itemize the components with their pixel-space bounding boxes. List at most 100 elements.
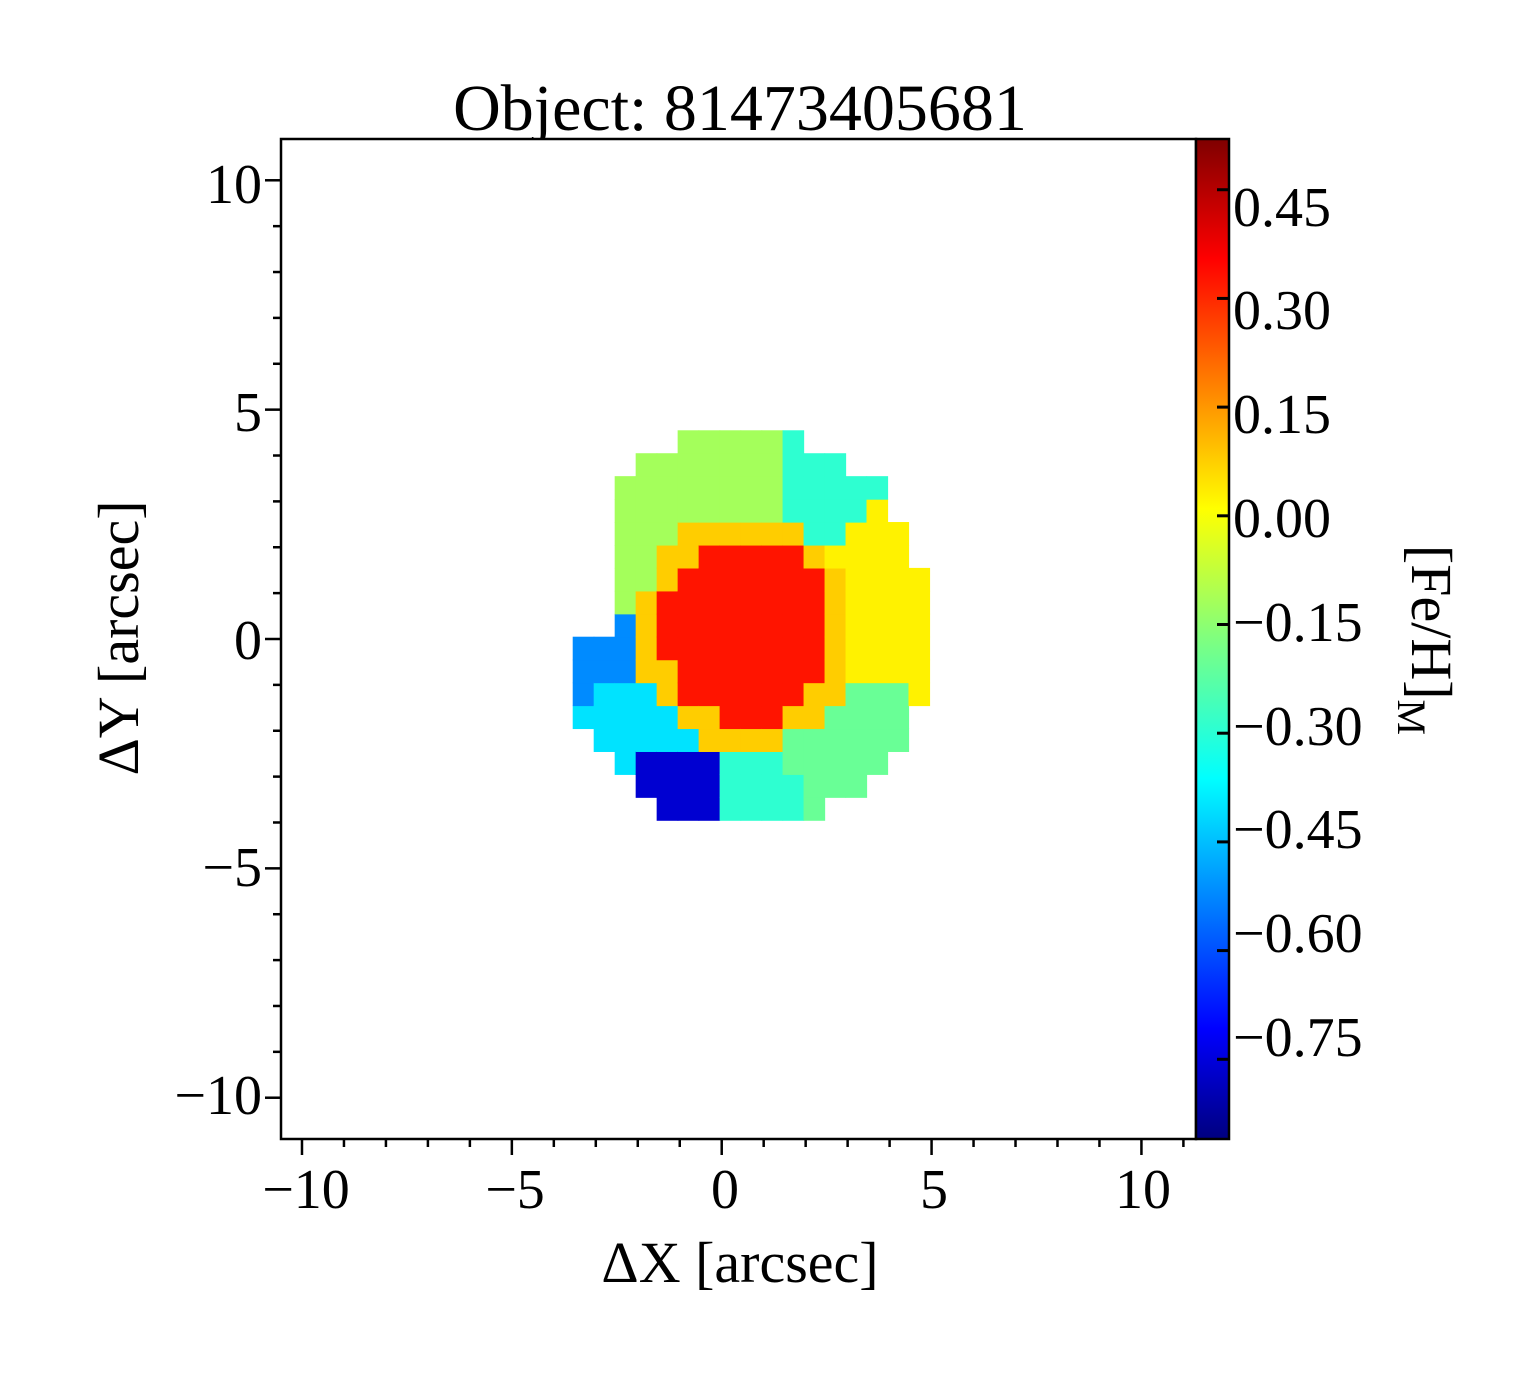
spaxel bbox=[761, 728, 784, 752]
spaxel bbox=[803, 751, 826, 775]
spaxel bbox=[761, 476, 784, 500]
spaxel bbox=[803, 728, 826, 752]
spaxel bbox=[908, 659, 931, 684]
spaxel bbox=[614, 705, 637, 730]
spaxel bbox=[656, 659, 679, 684]
spaxel bbox=[677, 476, 700, 500]
spaxel bbox=[656, 682, 679, 707]
spaxel bbox=[677, 613, 700, 638]
colorbar-ticks bbox=[1217, 188, 1229, 1061]
spaxel bbox=[845, 567, 868, 592]
spaxel bbox=[803, 522, 826, 546]
spaxel bbox=[887, 590, 910, 615]
spaxel bbox=[656, 544, 679, 569]
y-tick-label: 0 bbox=[234, 610, 262, 672]
spaxel bbox=[719, 430, 742, 454]
spaxel bbox=[761, 544, 784, 569]
spaxel bbox=[719, 682, 742, 707]
spaxel bbox=[740, 476, 763, 500]
spaxel bbox=[887, 544, 910, 569]
chart-title: Object: 81473405681 bbox=[453, 72, 1027, 145]
spaxel bbox=[866, 636, 889, 661]
spaxel bbox=[635, 590, 658, 615]
spaxel bbox=[677, 751, 700, 775]
x-tick-label: −5 bbox=[485, 1159, 545, 1221]
spaxel bbox=[845, 659, 868, 684]
spaxel bbox=[677, 774, 700, 798]
spaxel bbox=[656, 705, 679, 730]
y-axis-tick-labels: 10 5 0 −5 −10 bbox=[174, 154, 262, 1127]
spaxel bbox=[698, 453, 721, 477]
spaxel bbox=[677, 567, 700, 592]
colorbar-tick-label: −0.60 bbox=[1233, 903, 1363, 965]
y-tick-label: −10 bbox=[174, 1065, 262, 1127]
spaxel bbox=[824, 705, 847, 730]
y-axis-ticks bbox=[265, 179, 281, 1099]
spaxel bbox=[719, 774, 742, 798]
spaxel bbox=[761, 659, 784, 684]
x-tick-label: 10 bbox=[1115, 1159, 1171, 1221]
spaxel bbox=[866, 590, 889, 615]
spaxel bbox=[761, 499, 784, 523]
spaxel bbox=[614, 476, 637, 500]
spaxel bbox=[740, 567, 763, 592]
spaxel bbox=[635, 636, 658, 661]
colorbar-tick-labels: 0.45 0.30 0.15 0.00 −0.15 −0.30 −0.45 −0… bbox=[1233, 177, 1363, 1069]
spaxel bbox=[803, 636, 826, 661]
spaxel bbox=[593, 659, 616, 684]
spaxel bbox=[845, 705, 868, 730]
spaxel bbox=[719, 751, 742, 775]
spaxel bbox=[803, 797, 826, 821]
spaxel bbox=[887, 659, 910, 684]
spaxel bbox=[824, 636, 847, 661]
y-tick-label: −5 bbox=[202, 837, 262, 899]
spaxel bbox=[761, 430, 784, 454]
spaxel bbox=[740, 659, 763, 684]
spaxel bbox=[593, 728, 616, 752]
spaxel bbox=[614, 499, 637, 523]
spaxel bbox=[698, 499, 721, 523]
spaxel bbox=[866, 751, 889, 775]
spaxel bbox=[572, 705, 595, 730]
spaxel bbox=[845, 590, 868, 615]
spaxel bbox=[887, 728, 910, 752]
spaxel bbox=[845, 499, 868, 523]
spaxel bbox=[677, 590, 700, 615]
spaxel bbox=[887, 613, 910, 638]
spaxel bbox=[782, 476, 805, 500]
spaxel bbox=[908, 682, 931, 707]
spaxel bbox=[719, 636, 742, 661]
spaxel bbox=[866, 682, 889, 707]
spaxel bbox=[782, 659, 805, 684]
spaxel bbox=[677, 522, 700, 546]
spaxel bbox=[656, 797, 679, 821]
y-axis-title: ΔY [arcsec] bbox=[86, 500, 151, 775]
spaxel bbox=[740, 499, 763, 523]
colorbar-tick-label: −0.45 bbox=[1233, 799, 1363, 861]
spaxel bbox=[614, 544, 637, 569]
spaxel bbox=[761, 774, 784, 798]
spaxel bbox=[887, 522, 910, 546]
spaxel bbox=[698, 613, 721, 638]
spaxel bbox=[866, 567, 889, 592]
spaxel bbox=[782, 613, 805, 638]
spaxel bbox=[635, 567, 658, 592]
spaxel bbox=[719, 453, 742, 477]
spaxel bbox=[719, 476, 742, 500]
spaxel bbox=[761, 522, 784, 546]
spaxel bbox=[803, 774, 826, 798]
spaxel bbox=[866, 705, 889, 730]
spaxel bbox=[635, 659, 658, 684]
spaxel bbox=[824, 751, 847, 775]
spaxel bbox=[845, 522, 868, 546]
spaxel bbox=[782, 705, 805, 730]
spaxel bbox=[761, 453, 784, 477]
spaxel bbox=[824, 544, 847, 569]
spaxel bbox=[719, 797, 742, 821]
spaxel bbox=[761, 682, 784, 707]
spaxel bbox=[656, 751, 679, 775]
spaxel bbox=[740, 774, 763, 798]
spaxel bbox=[740, 613, 763, 638]
spaxel bbox=[866, 659, 889, 684]
